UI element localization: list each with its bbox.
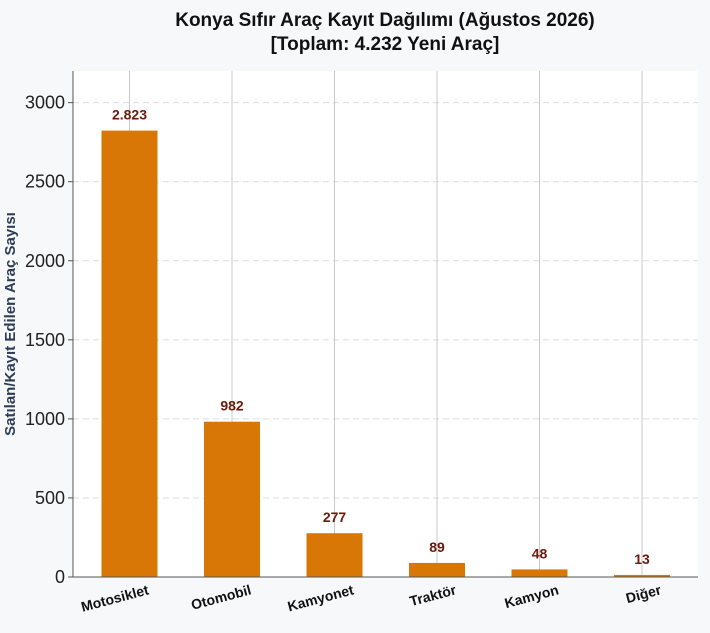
data-label: 89 bbox=[429, 539, 445, 555]
y-tick-label: 1500 bbox=[25, 330, 65, 350]
data-labels: 2.823 982 277 89 48 13 bbox=[112, 107, 650, 567]
y-tick-label: 1000 bbox=[25, 409, 65, 429]
grid bbox=[73, 71, 698, 577]
plot-background bbox=[73, 71, 698, 577]
x-tick-label: Otomobil bbox=[189, 581, 252, 612]
chart-title-line-1: Konya Sıfır Araç Kayıt Dağılımı (Ağustos… bbox=[175, 10, 595, 31]
y-tick-label: 2500 bbox=[25, 172, 65, 192]
y-tick-label: 3000 bbox=[25, 93, 65, 113]
bars bbox=[101, 130, 670, 577]
y-axis-label: Satılan/Kayıt Edilen Araç Sayısı bbox=[2, 212, 19, 436]
x-tick-label: Traktör bbox=[408, 581, 459, 609]
x-tick-label: Kamyonet bbox=[286, 581, 356, 614]
bar bbox=[409, 562, 465, 577]
data-label: 13 bbox=[634, 551, 650, 567]
bar bbox=[614, 574, 670, 577]
x-tick-label: Diğer bbox=[624, 581, 663, 606]
x-ticks: Motosiklet Otomobil Kamyonet Traktör Kamyon D… bbox=[79, 581, 663, 615]
y-ticks: 0 500 1000 1500 2000 2500 3000 bbox=[25, 93, 73, 587]
y-tick-label: 2000 bbox=[25, 251, 65, 271]
chart-title-line-2: [Toplam: 4.232 Yeni Araç] bbox=[271, 34, 500, 55]
bar bbox=[204, 421, 260, 577]
axes bbox=[72, 71, 698, 578]
y-tick-label: 500 bbox=[35, 488, 65, 508]
y-tick-label: 0 bbox=[55, 567, 65, 587]
bar bbox=[511, 569, 568, 577]
data-label: 48 bbox=[532, 545, 548, 561]
data-label: 2.823 bbox=[112, 107, 147, 123]
bar bbox=[101, 130, 158, 577]
x-tick-label: Motosiklet bbox=[79, 581, 150, 614]
x-tick-label: Kamyon bbox=[503, 581, 560, 611]
data-label: 277 bbox=[323, 509, 347, 525]
bar bbox=[306, 533, 363, 577]
data-label: 982 bbox=[220, 398, 244, 414]
